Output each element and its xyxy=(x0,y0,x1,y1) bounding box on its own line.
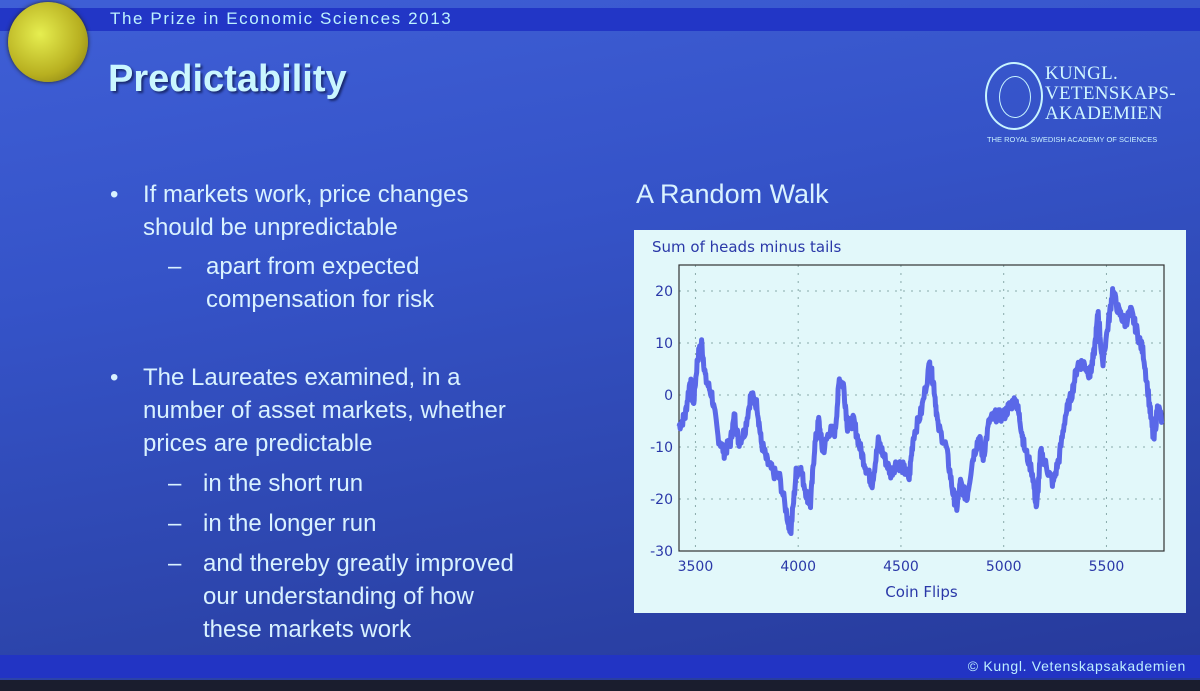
chart-title: Sum of heads minus tails xyxy=(652,238,841,256)
chart-heading: A Random Walk xyxy=(636,179,829,209)
plot-frame xyxy=(678,264,1165,552)
slide-title: Predictability xyxy=(108,58,347,100)
sub-bullet-text-line: and thereby greatly improved xyxy=(203,550,514,577)
chart-svg: 3500 4000 4500 5000 5500 20 10 0 -10 -20 -30 Sum of… xyxy=(650,238,1165,601)
academy-seal-icon xyxy=(985,62,1043,130)
x-tick-label: 4500 xyxy=(883,559,919,575)
y-tick-label: -30 xyxy=(650,544,673,560)
x-tick-label: 3500 xyxy=(678,559,714,575)
random-walk-series-line xyxy=(676,286,1165,536)
logo-line-3: AKADEMIEN xyxy=(1045,103,1163,124)
random-walk-chart: 3500 4000 4500 5000 5500 20 10 0 -10 -20 -30 Sum of… xyxy=(634,230,1186,613)
logo-line-1: KUNGL. xyxy=(1045,63,1119,84)
sub-bullet-text-line: apart from expected xyxy=(206,253,420,280)
x-tick-label: 4000 xyxy=(780,559,816,575)
bullet-marker: • xyxy=(110,181,119,208)
x-tick-label: 5000 xyxy=(986,559,1022,575)
bullet-marker: • xyxy=(110,364,119,391)
y-tick-label: -10 xyxy=(650,440,673,456)
bullet-text-line: number of asset markets, whether xyxy=(143,397,506,424)
y-tick-label: 10 xyxy=(655,336,673,352)
nobel-medal-image xyxy=(8,2,88,82)
sub-bullet-text-line: compensation for risk xyxy=(206,286,435,313)
y-tick-label: 0 xyxy=(664,388,673,404)
y-tick-label: -20 xyxy=(650,492,673,508)
header-banner: The Prize in Economic Sciences 2013 xyxy=(0,8,1200,31)
sub-bullet-marker: – xyxy=(168,470,182,497)
banner-text: The Prize in Economic Sciences 2013 xyxy=(110,9,453,28)
bullet-text-line: prices are predictable xyxy=(143,430,373,457)
x-axis-label: Coin Flips xyxy=(885,583,958,601)
bullet-text-line: should be unpredictable xyxy=(143,214,398,241)
sub-bullet-text-line: in the short run xyxy=(203,470,364,497)
footer-bar: © Kungl. Vetenskapsakademien xyxy=(0,655,1200,678)
sub-bullet-marker: – xyxy=(168,510,182,537)
sub-bullet-marker: – xyxy=(168,253,182,280)
academy-logo: KUNGL. VETENSKAPS- AKADEMIEN THE ROYAL S… xyxy=(985,62,1176,147)
logo-subtitle: THE ROYAL SWEDISH ACADEMY OF SCIENCES xyxy=(987,135,1158,144)
sub-bullet-text-line: our understanding of how xyxy=(203,583,474,610)
logo-line-2: VETENSKAPS- xyxy=(1045,83,1177,104)
y-tick-label: 20 xyxy=(655,284,673,300)
x-tick-label: 5500 xyxy=(1089,559,1125,575)
bullet-text-line: The Laureates examined, in a xyxy=(143,364,461,391)
sub-bullet-text-line: in the longer run xyxy=(203,510,377,537)
bullet-text-line: If markets work, price changes xyxy=(143,181,469,208)
sub-bullet-text-line: these markets work xyxy=(203,616,412,643)
copyright-text: © Kungl. Vetenskapsakademien xyxy=(967,658,1186,674)
sub-bullet-marker: – xyxy=(168,550,182,577)
